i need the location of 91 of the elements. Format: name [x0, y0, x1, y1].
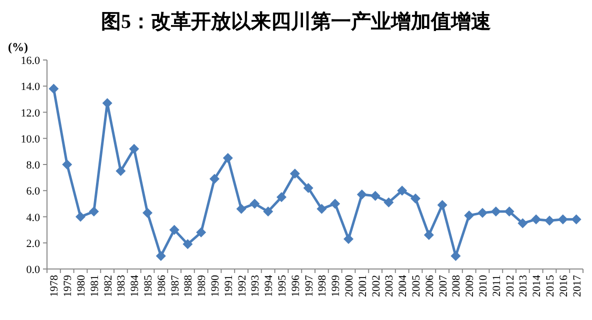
x-tick-label: 2008	[450, 274, 463, 297]
point	[424, 230, 434, 240]
point	[142, 208, 152, 218]
point	[250, 198, 260, 209]
x-tick-label: 1981	[88, 275, 101, 297]
x-tick-label: 1991	[222, 275, 235, 297]
point	[410, 193, 420, 204]
y-tick-label: 16.0	[20, 55, 40, 67]
x-tick-label: 1983	[116, 274, 128, 297]
x-tick-label: 2012	[504, 275, 516, 297]
x-tick-label: 2000	[344, 274, 356, 297]
x-tick-label: 1990	[210, 274, 222, 297]
point	[62, 160, 72, 170]
x-tick-label: 2003	[384, 274, 396, 297]
x-tick-label: 2017	[571, 274, 584, 297]
y-tick-label: 4.0	[26, 212, 40, 224]
point	[478, 208, 488, 218]
x-tick-label: 2016	[558, 274, 570, 297]
x-tick-label: 1999	[330, 274, 342, 297]
point	[210, 174, 220, 184]
point	[169, 224, 180, 235]
x-tick-label: 2005	[410, 274, 422, 297]
x-tick-label: 2006	[424, 274, 436, 297]
y-tick-label: 8.0	[26, 160, 40, 172]
point	[450, 250, 461, 261]
x-tick-label: 2010	[478, 274, 490, 297]
x-tick-label: 1986	[156, 274, 168, 297]
y-tick-label: 10.0	[20, 133, 40, 146]
x-tick-label: 1985	[142, 274, 154, 297]
x-tick-label: 1993	[250, 274, 262, 297]
x-tick-label: 1992	[236, 275, 248, 297]
x-tick-label: 1982	[102, 275, 114, 297]
point	[102, 98, 112, 108]
point	[384, 197, 394, 208]
x-tick-label: 2013	[518, 274, 530, 297]
y-tick-label: 12.0	[20, 107, 40, 120]
x-tick-label: 2009	[464, 274, 476, 297]
x-tick-label: 1984	[129, 274, 142, 297]
x-tick-label: 1998	[316, 274, 329, 297]
x-tick-label: 2002	[370, 275, 382, 297]
point	[464, 210, 474, 220]
point	[571, 214, 582, 224]
x-tick-label: 1997	[303, 274, 316, 297]
point	[531, 214, 542, 224]
point	[437, 200, 448, 210]
x-tick-label: 1995	[276, 274, 288, 297]
x-tick-label: 1980	[76, 274, 88, 297]
point	[222, 152, 233, 163]
point	[76, 212, 86, 222]
x-tick-label: 2011	[490, 275, 503, 297]
point	[558, 214, 568, 224]
point	[544, 216, 554, 226]
point	[196, 227, 206, 238]
x-tick-label: 2001	[356, 275, 369, 297]
y-tick-label: 2.0	[26, 238, 40, 250]
point	[236, 204, 246, 214]
point	[490, 206, 501, 217]
point	[397, 186, 408, 196]
x-tick-label: 2015	[544, 274, 556, 297]
point	[290, 168, 300, 179]
y-tick-label: 6.0	[26, 186, 40, 198]
x-tick-label: 2014	[531, 274, 544, 297]
point	[344, 234, 354, 244]
point	[88, 206, 99, 217]
y-tick-label: 14.0	[20, 81, 40, 94]
point	[518, 218, 528, 228]
x-tick-label: 1994	[263, 274, 276, 297]
point	[129, 144, 140, 154]
point	[356, 190, 367, 200]
x-tick-label: 2007	[437, 274, 450, 297]
chart-title: 图5：改革开放以来四川第一产业增加值增速	[101, 10, 491, 33]
x-tick-label: 1978	[48, 274, 61, 297]
point	[303, 183, 314, 194]
x-tick-label: 1987	[169, 274, 182, 297]
x-tick-label: 1989	[196, 274, 208, 297]
point	[370, 190, 380, 201]
point	[182, 239, 193, 250]
point	[316, 204, 327, 214]
y-axis-title: (%)	[8, 40, 28, 54]
x-tick-label: 2004	[397, 274, 410, 297]
x-tick-label: 1988	[182, 274, 195, 297]
x-tick-label: 1996	[290, 274, 302, 297]
point	[330, 198, 340, 209]
point	[276, 192, 286, 202]
x-tick-label: 1979	[62, 274, 74, 297]
y-tick-label: 0.0	[26, 264, 40, 276]
point	[504, 206, 514, 217]
point	[48, 84, 59, 94]
point	[156, 250, 166, 261]
point	[116, 166, 126, 176]
point	[263, 206, 274, 217]
